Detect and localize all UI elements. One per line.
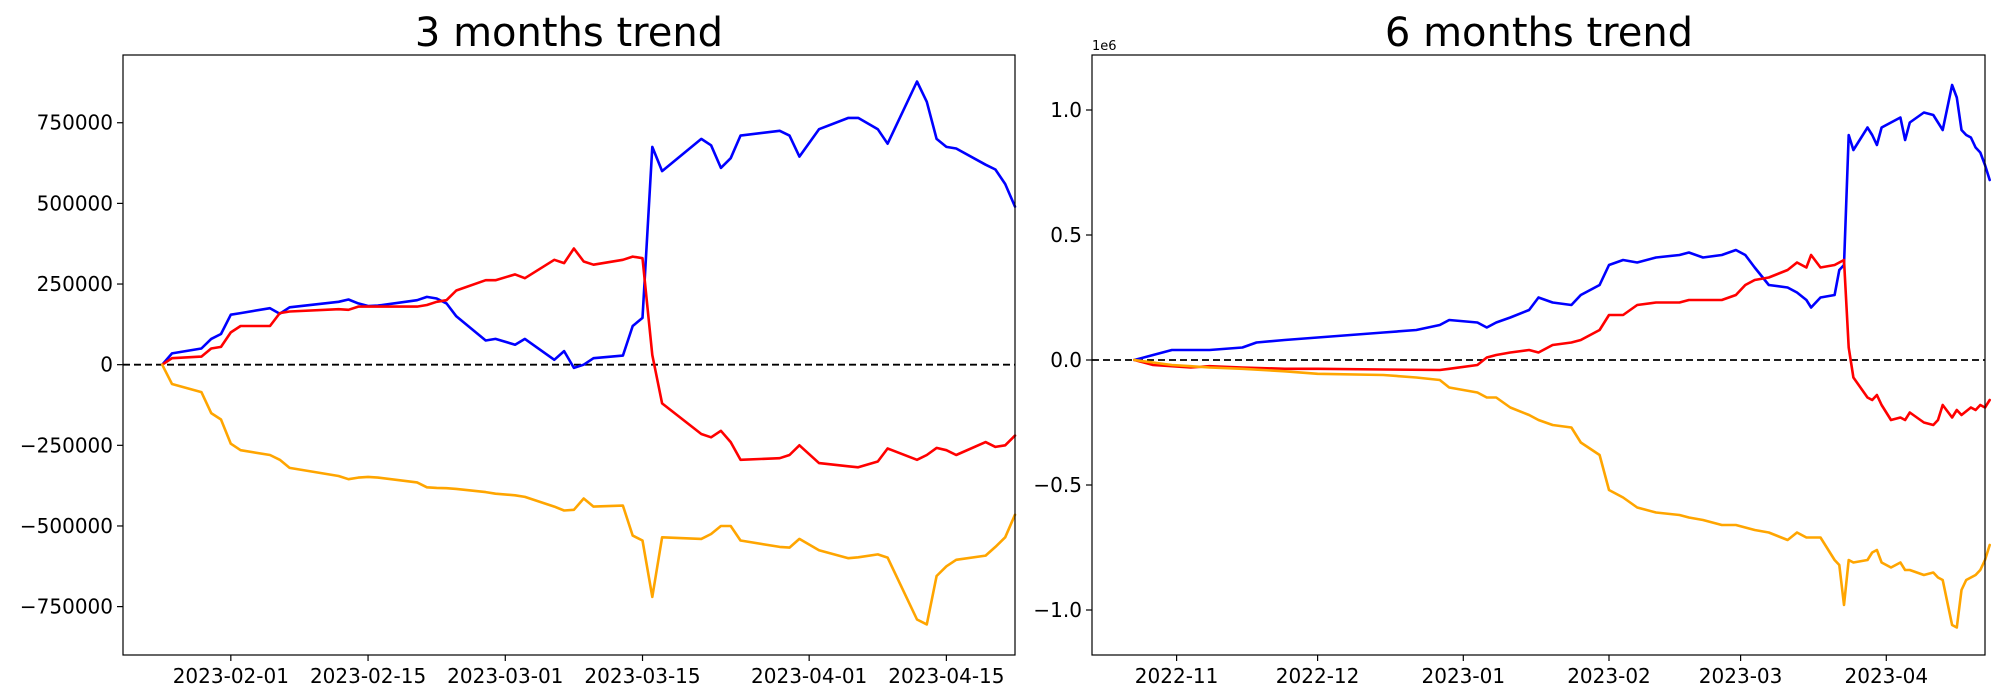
series-line-3 — [160, 363, 1017, 626]
y-tick-label: 750000 — [37, 111, 113, 135]
x-tick-label: 2023-02 — [1567, 664, 1651, 688]
x-tick-label: 2023-04 — [1845, 664, 1929, 688]
y-tick-label: 0.0 — [1050, 348, 1082, 372]
series-line-1 — [1133, 83, 1991, 362]
y-tick-label: 250000 — [37, 272, 113, 296]
x-tick-label: 2023-04-01 — [751, 664, 867, 688]
chart-6-months: 6 months trend 1e6 2022-11 2022-12 2023-01… — [1033, 10, 1991, 688]
series-line-2 — [1133, 253, 1991, 427]
y-tick-label: −250000 — [20, 433, 113, 457]
x-tick-label: 2023-03-15 — [584, 664, 700, 688]
axes-frame — [122, 54, 1016, 656]
chart-title: 6 months trend — [1385, 10, 1693, 56]
x-tick-label: 2023-03 — [1699, 664, 1783, 688]
y-tick-label: −500000 — [20, 514, 113, 538]
y-tick-label: −1.0 — [1033, 598, 1082, 622]
chart-title: 3 months trend — [415, 10, 723, 56]
series-line-1 — [160, 80, 1017, 370]
series-line-3 — [1133, 358, 1991, 629]
x-tick-label: 2022-11 — [1135, 664, 1219, 688]
y-offset-label: 1e6 — [1092, 39, 1117, 54]
axis-ticks: 2022-11 2022-12 2023-01 2023-02 2023-03 2023-… — [1033, 98, 1928, 688]
y-tick-label: −0.5 — [1033, 473, 1082, 497]
chart-3-months: 3 months trend 2023-02-01 2023-02-15 2023-… — [20, 10, 1017, 688]
x-tick-label: 2023-04-15 — [888, 664, 1004, 688]
plot-area — [1092, 83, 1991, 629]
x-tick-label: 2023-02-15 — [310, 664, 426, 688]
x-tick-label: 2023-01 — [1422, 664, 1506, 688]
x-tick-label: 2023-02-01 — [173, 664, 289, 688]
axis-ticks: 2023-02-01 2023-02-15 2023-03-01 2023-03-15… — [20, 111, 1005, 688]
y-tick-label: −750000 — [20, 595, 113, 619]
y-tick-label: 0 — [100, 353, 113, 377]
series-line-2 — [160, 247, 1017, 469]
x-tick-label: 2022-12 — [1276, 664, 1360, 688]
y-tick-label: 0.5 — [1050, 223, 1082, 247]
y-tick-label: 1.0 — [1050, 98, 1082, 122]
axes-frame — [1091, 54, 1986, 656]
y-tick-label: 500000 — [37, 191, 113, 215]
x-tick-label: 2023-03-01 — [447, 664, 563, 688]
plot-area — [123, 80, 1017, 626]
